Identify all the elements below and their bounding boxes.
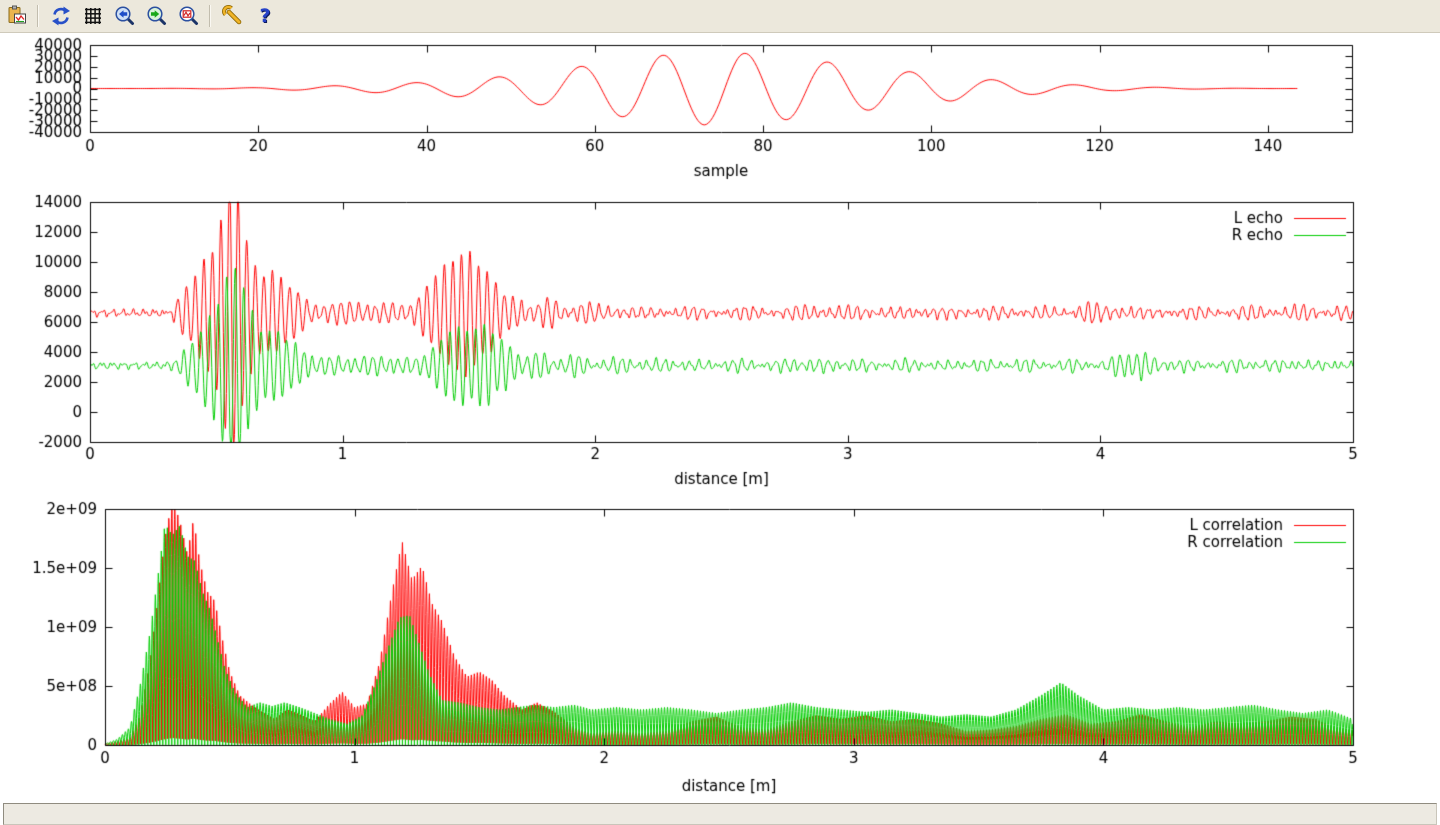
toggle-grid-button[interactable] <box>78 2 108 30</box>
autoscale-icon <box>179 6 198 25</box>
status-panel <box>3 803 1437 825</box>
toolbar-separator <box>37 5 39 27</box>
help-button[interactable]: ? <box>250 2 280 30</box>
plot-area-canvas[interactable] <box>0 0 1440 800</box>
autoscale-button[interactable] <box>174 2 204 30</box>
toolbar-separator <box>209 5 211 27</box>
config-button[interactable] <box>218 2 248 30</box>
help-icon: ? <box>259 4 271 27</box>
config-icon <box>222 5 242 25</box>
toggle-grid-icon <box>85 8 101 24</box>
status-bar <box>0 799 1440 825</box>
copy-plot-button[interactable] <box>2 2 32 30</box>
zoom-next-icon <box>147 6 166 25</box>
zoom-next-button[interactable] <box>142 2 172 30</box>
replot-icon <box>52 6 70 26</box>
copy-plot-icon <box>8 5 26 24</box>
zoom-previous-icon <box>115 6 134 25</box>
zoom-previous-button[interactable] <box>110 2 140 30</box>
replot-button[interactable] <box>46 2 76 30</box>
toolbar: ? <box>0 0 1440 33</box>
